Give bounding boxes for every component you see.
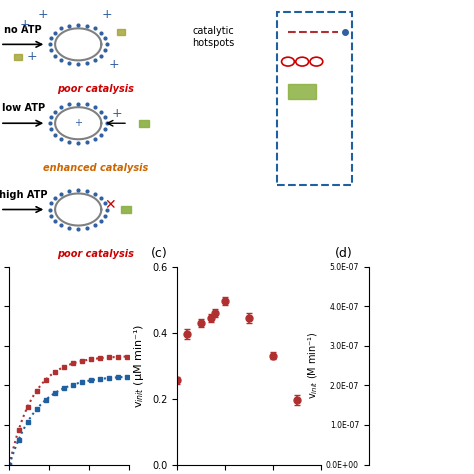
Text: catalytic
hotspots: catalytic hotspots bbox=[192, 26, 235, 48]
Text: +: + bbox=[101, 8, 112, 21]
Bar bbox=[121, 206, 131, 213]
Text: enhanced catalysis: enhanced catalysis bbox=[43, 163, 149, 173]
Text: +: + bbox=[109, 57, 119, 71]
Bar bbox=[288, 84, 317, 99]
Text: poor catalysis: poor catalysis bbox=[57, 249, 135, 259]
Text: poor catalysis: poor catalysis bbox=[57, 84, 135, 94]
Text: ✕: ✕ bbox=[104, 198, 116, 211]
Bar bbox=[277, 12, 352, 185]
Text: (c): (c) bbox=[151, 247, 168, 260]
Bar bbox=[117, 29, 125, 35]
Text: +: + bbox=[27, 50, 37, 63]
Text: (d): (d) bbox=[335, 247, 353, 260]
Text: +: + bbox=[74, 118, 82, 128]
Text: high ATP: high ATP bbox=[0, 190, 47, 200]
Y-axis label: v$_{init}$ (M min⁻¹): v$_{init}$ (M min⁻¹) bbox=[307, 332, 320, 400]
Y-axis label: v$_{init}$ (μM min⁻¹): v$_{init}$ (μM min⁻¹) bbox=[132, 324, 146, 408]
Text: no ATP: no ATP bbox=[4, 25, 42, 35]
Text: +: + bbox=[19, 18, 30, 31]
Text: +: + bbox=[37, 8, 48, 21]
Bar bbox=[138, 119, 149, 127]
Text: +: + bbox=[112, 107, 123, 120]
Bar bbox=[13, 54, 22, 60]
Text: low ATP: low ATP bbox=[1, 103, 45, 113]
